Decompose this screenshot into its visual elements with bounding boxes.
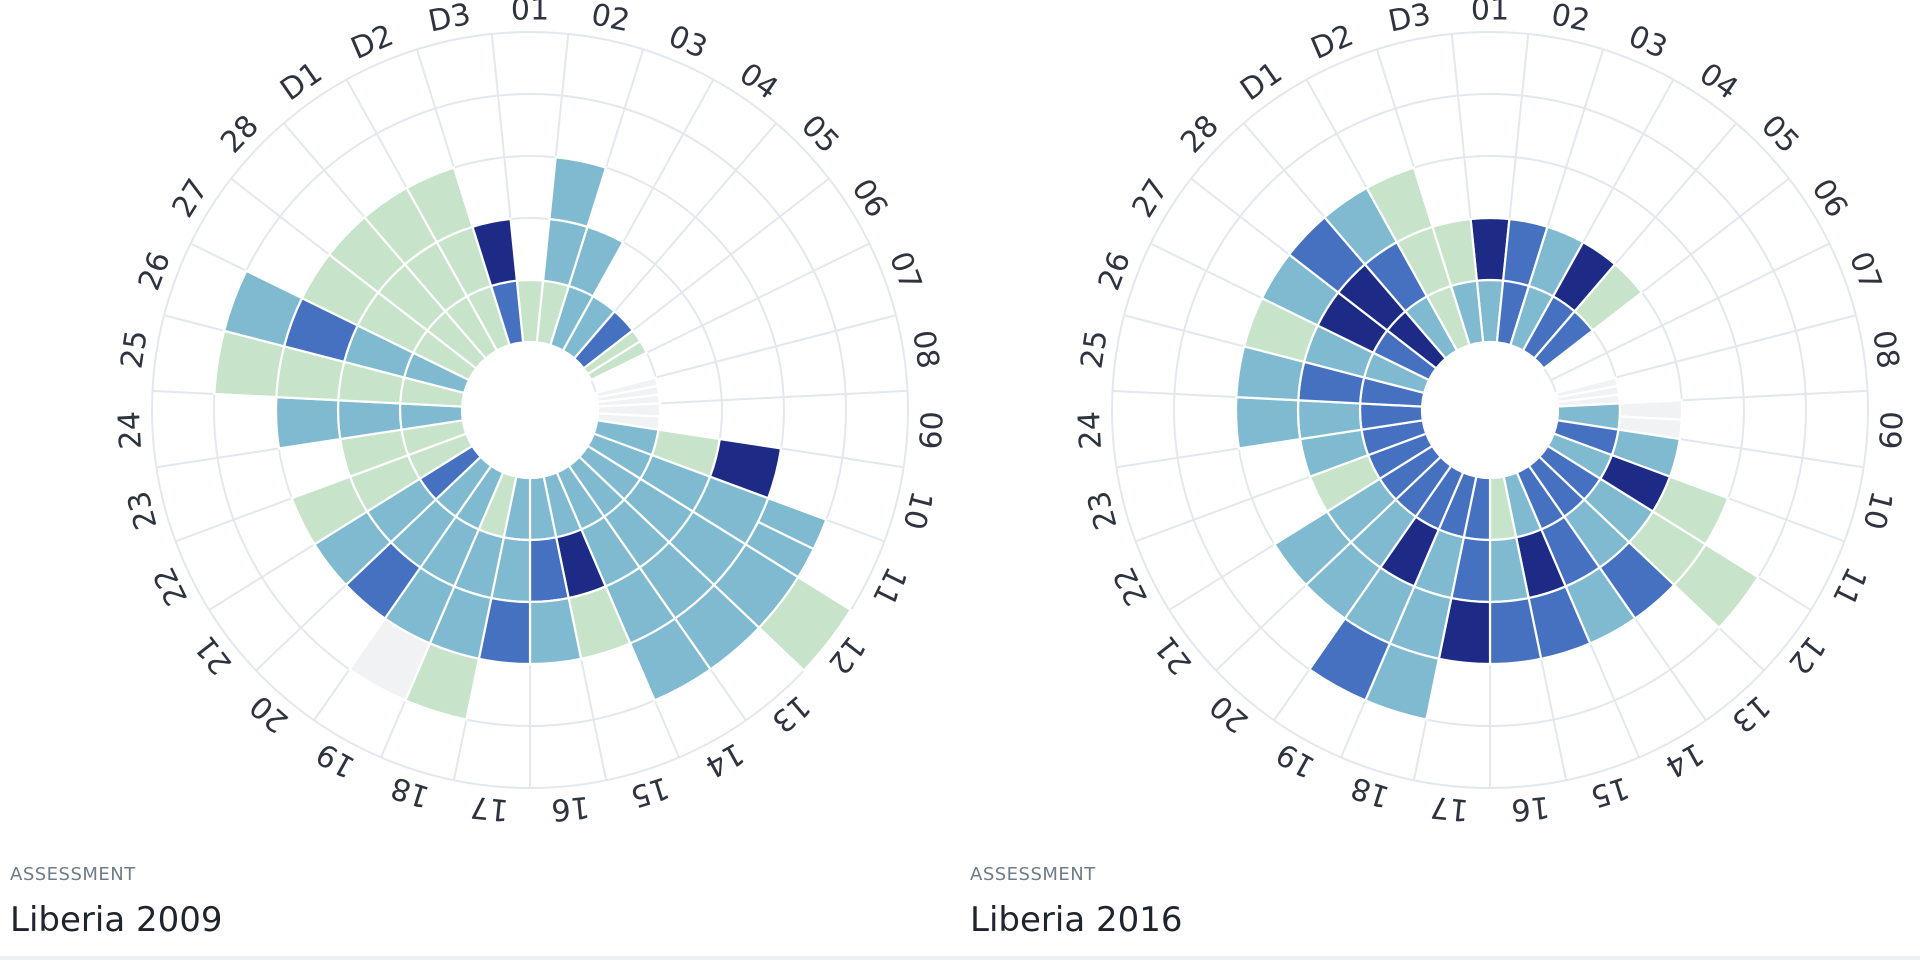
tick-label-28: 28 xyxy=(214,109,266,161)
tick-label-14: 14 xyxy=(699,735,749,784)
tick-label-D1: D1 xyxy=(1234,55,1289,108)
tick-label-08: 08 xyxy=(1865,328,1905,371)
bar-19-ring4 xyxy=(1307,616,1392,702)
tick-label-06: 06 xyxy=(845,173,895,224)
tick-label-07: 07 xyxy=(1842,247,1888,295)
bottom-divider xyxy=(0,956,1920,960)
tick-label-13: 13 xyxy=(1725,688,1777,739)
bar-D3-ring2 xyxy=(471,217,519,288)
tick-label-13: 13 xyxy=(765,688,817,739)
chart-panel-left: 01 02 03 04 05 06 07 08 09 10 11 12 13 14 15 16 17 18 19 20… xyxy=(10,0,948,940)
tick-label-25: 25 xyxy=(1074,328,1114,371)
tick-label-16: 16 xyxy=(1510,789,1552,828)
tick-label-07: 07 xyxy=(882,247,928,295)
tick-label-28: 28 xyxy=(1174,109,1226,161)
tick-label-21: 21 xyxy=(188,629,239,681)
tick-label-10: 10 xyxy=(896,487,939,533)
grid xyxy=(151,31,909,789)
tick-label-18: 18 xyxy=(1347,769,1394,814)
tick-label-26: 26 xyxy=(132,247,178,295)
tick-label-24: 24 xyxy=(112,410,149,450)
bar-D3-ring2 xyxy=(1431,217,1479,288)
tick-label-24: 24 xyxy=(1072,410,1109,450)
tick-label-15: 15 xyxy=(1586,769,1633,814)
polar-chart-liberia-2009: 01 02030405060708091011121314151617181920… xyxy=(112,0,948,828)
bar-26-ring4 xyxy=(222,269,304,348)
tick-label-20: 20 xyxy=(1204,688,1256,739)
tick-label-12: 12 xyxy=(1781,629,1832,681)
grid-spoke xyxy=(1550,242,1830,381)
tick-label-15: 15 xyxy=(626,769,673,814)
tick-label-27: 27 xyxy=(166,173,216,224)
chart-panel-right: 01 02 03 04 05 06 07 08 09 10 11 12 13 14 15 16 17 18 19 20… xyxy=(960,0,1920,960)
tick-label-27: 27 xyxy=(1126,173,1176,224)
tick-label-06: 06 xyxy=(1805,173,1855,224)
bars xyxy=(213,156,853,721)
tick-label-19: 19 xyxy=(1271,735,1321,784)
bar-24-ring3 xyxy=(274,395,342,450)
tick-label-20: 20 xyxy=(244,688,296,739)
tick-label-17: 17 xyxy=(1429,789,1471,828)
tick-label-09: 09 xyxy=(911,410,948,450)
tick-label-D3: D3 xyxy=(425,0,473,40)
tick-label-02: 02 xyxy=(1548,0,1592,39)
bar-05-ring2 xyxy=(1573,262,1644,332)
tick-label-D1: D1 xyxy=(274,55,329,108)
assessment-label: ASSESSMENT xyxy=(970,864,1096,885)
tick-label-18: 18 xyxy=(387,769,434,814)
tick-label-D3: D3 xyxy=(1385,0,1433,40)
tick-label-05: 05 xyxy=(794,109,846,161)
bar-19-ring4 xyxy=(347,616,432,702)
assessment-label: ASSESSMENT xyxy=(10,864,136,885)
tick-label-17: 17 xyxy=(469,789,511,828)
tick-label-02: 02 xyxy=(588,0,632,39)
tick-label-25: 25 xyxy=(114,328,154,371)
bar-02-ring3 xyxy=(548,156,608,229)
polar-chart-liberia-2016: 01 02030405060708091011121314151617181920… xyxy=(1072,0,1908,828)
tick-label-23: 23 xyxy=(121,487,164,533)
tick-label-19: 19 xyxy=(311,735,361,784)
tick-label-16: 16 xyxy=(550,789,592,828)
tick-label-04: 04 xyxy=(1693,56,1744,107)
tick-label-01: 01 xyxy=(511,0,549,28)
bar-06-ring1 xyxy=(586,339,649,382)
tick-label-10: 10 xyxy=(1856,487,1899,533)
assessment-title: Liberia 2016 xyxy=(970,900,1183,940)
tick-label-23: 23 xyxy=(1081,487,1124,533)
bar-12-ring4 xyxy=(1672,542,1760,630)
bars xyxy=(1234,166,1760,721)
tick-label-21: 21 xyxy=(1148,629,1199,681)
tick-label-08: 08 xyxy=(905,328,945,371)
tick-label-26: 26 xyxy=(1092,247,1138,295)
tick-label-05: 05 xyxy=(1754,109,1806,161)
tick-label-09: 09 xyxy=(1871,410,1908,450)
assessment-title: Liberia 2009 xyxy=(10,900,223,940)
tick-label-14: 14 xyxy=(1659,735,1709,784)
bar-14-ring4 xyxy=(628,616,713,702)
bar-24-ring3 xyxy=(1234,395,1302,450)
tick-label-01: 01 xyxy=(1471,0,1509,28)
grid xyxy=(1111,31,1869,789)
tick-label-04: 04 xyxy=(733,56,784,107)
